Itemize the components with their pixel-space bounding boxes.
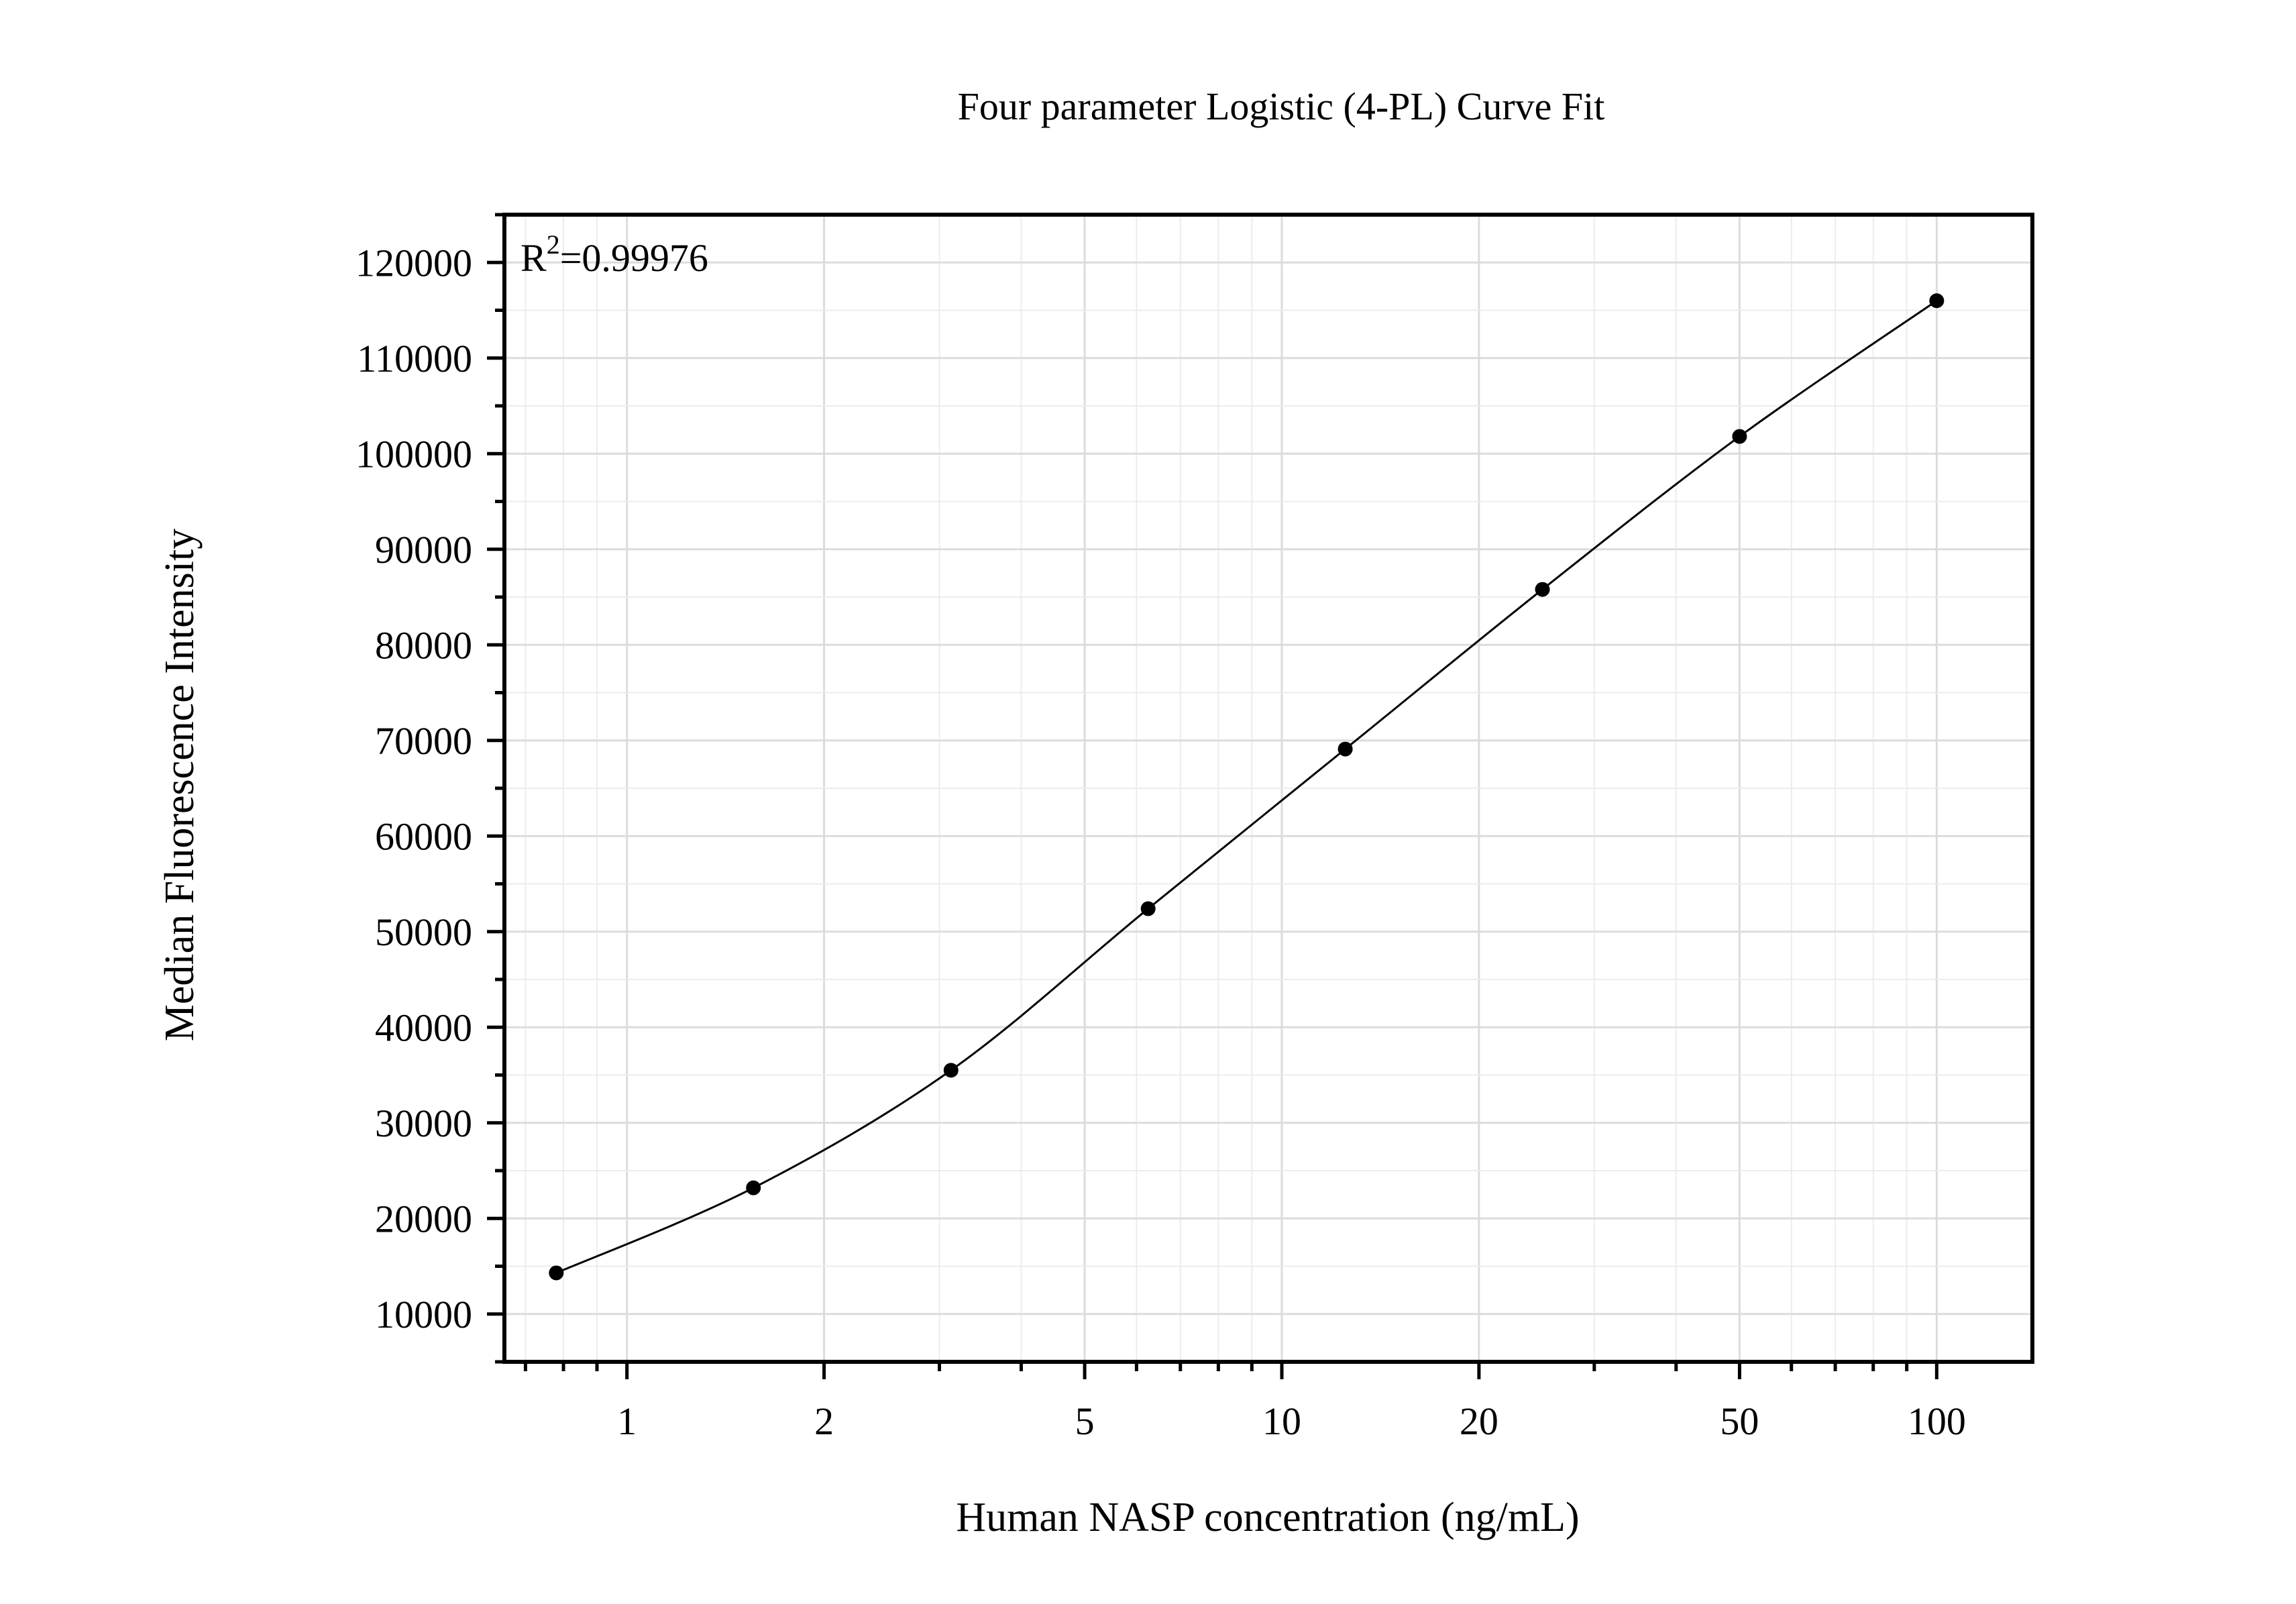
r-squared-prefix: R (521, 236, 547, 280)
x-tick-label: 2 (814, 1399, 834, 1443)
y-tick-label: 50000 (375, 910, 472, 954)
y-tick-label: 100000 (356, 432, 472, 476)
y-tick-label: 60000 (375, 814, 472, 858)
y-tick-labels: 10000 20000 30000 40000 50000 60000 70000 80000… (356, 241, 472, 1336)
fit-curve (555, 300, 1938, 1274)
gridlines (504, 214, 2032, 1362)
x-tick-label: 1 (617, 1399, 637, 1443)
r-squared-superscript: 2 (547, 229, 560, 260)
data-point (1732, 429, 1747, 444)
axis-ticks (487, 213, 1938, 1379)
y-tick-label: 90000 (375, 528, 472, 572)
data-point (1140, 901, 1156, 916)
data-point (746, 1180, 761, 1195)
x-tick-label: 10 (1262, 1399, 1301, 1443)
chart-title: Four parameter Logistic (4-PL) Curve Fit (958, 85, 1605, 128)
y-tick-label: 70000 (375, 719, 472, 763)
data-points (549, 293, 1945, 1281)
x-tick-label: 50 (1720, 1399, 1759, 1443)
r-squared-annotation: R2=0.99976 (521, 229, 708, 280)
x-tick-label: 20 (1460, 1399, 1498, 1443)
data-point (549, 1265, 564, 1281)
y-tick-label: 120000 (356, 241, 472, 284)
data-point (1535, 582, 1550, 597)
y-axis-label: Median Fluorescence Intensity (157, 529, 203, 1041)
x-tick-label: 100 (1908, 1399, 1966, 1443)
y-tick-label: 10000 (375, 1293, 472, 1336)
data-point (1337, 741, 1353, 757)
y-tick-label: 110000 (357, 337, 472, 380)
data-point (1929, 293, 1945, 309)
y-tick-label: 40000 (375, 1006, 472, 1049)
r-squared-value: =0.99976 (560, 236, 708, 280)
y-tick-label: 80000 (375, 623, 472, 667)
data-point (943, 1063, 959, 1078)
y-tick-label: 30000 (375, 1102, 472, 1145)
x-axis-label: Human NASP concentration (ng/mL) (956, 1495, 1579, 1540)
fit-curve-layer (555, 300, 1938, 1274)
x-tick-labels: 1 2 5 10 20 50 100 (617, 1399, 1966, 1443)
y-tick-label: 20000 (375, 1197, 472, 1240)
x-tick-label: 5 (1075, 1399, 1095, 1443)
